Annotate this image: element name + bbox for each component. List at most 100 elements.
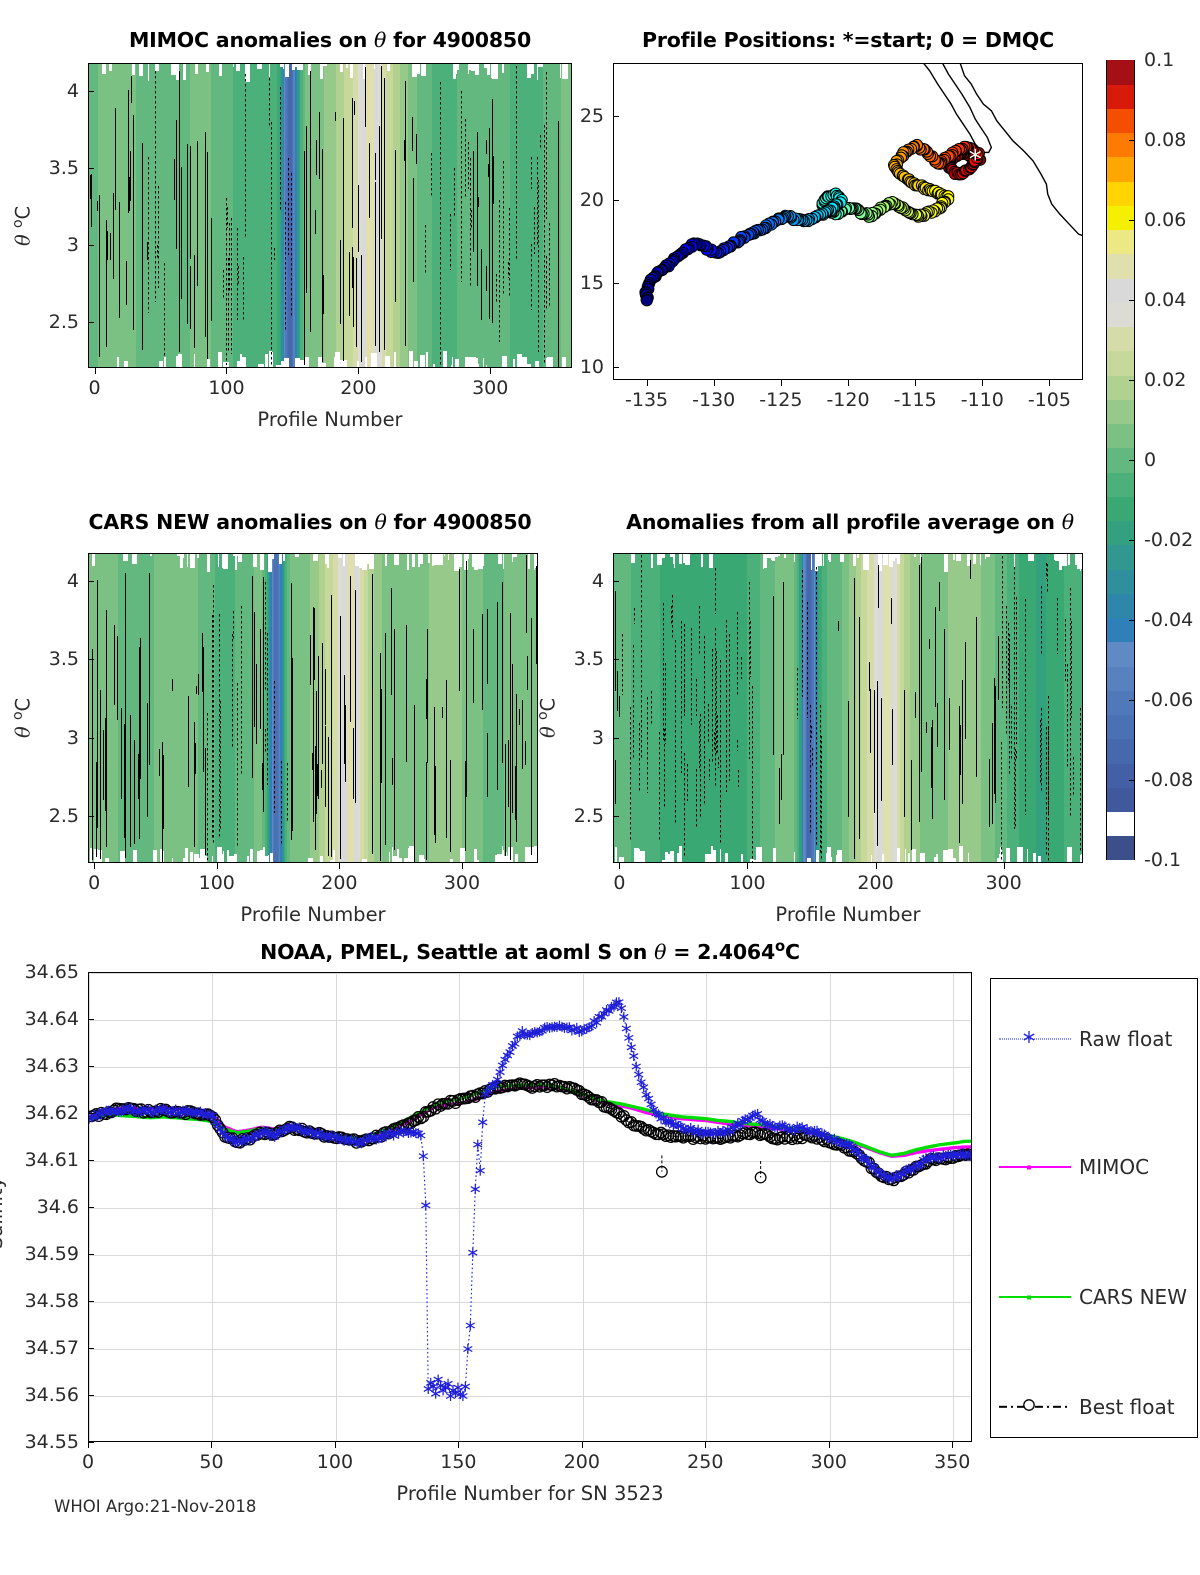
contour-column xyxy=(175,64,178,367)
contour-column xyxy=(990,554,992,862)
contour-column xyxy=(359,554,361,862)
missing-data-notch xyxy=(495,854,497,862)
contour-column xyxy=(877,554,880,862)
contour-column xyxy=(529,64,532,367)
contour-column xyxy=(486,554,489,862)
contour-column xyxy=(692,554,695,862)
x-tick-label: 150 xyxy=(440,1451,477,1473)
legend-item-best-float: Best float xyxy=(991,1392,1197,1422)
contour-column xyxy=(816,554,819,862)
contour-line xyxy=(206,713,208,860)
contour-column xyxy=(415,554,418,862)
contour-column xyxy=(875,554,878,862)
missing-data-notch xyxy=(709,554,714,568)
missing-data-notch xyxy=(1013,554,1015,570)
contour-column xyxy=(339,554,341,862)
y-tick-label: 4 xyxy=(66,79,79,102)
contour-column xyxy=(808,554,811,862)
legend-marker-dot-icon xyxy=(1024,1288,1034,1307)
contour-line xyxy=(512,664,514,814)
contour-column xyxy=(414,64,417,367)
contour-column xyxy=(406,64,409,367)
contour-column xyxy=(651,554,654,862)
contour-column xyxy=(352,554,355,862)
contour-column xyxy=(516,64,519,367)
contour-column xyxy=(1077,554,1080,862)
contour-column xyxy=(127,554,130,862)
contour-line xyxy=(123,723,125,838)
contour-column xyxy=(261,64,264,367)
contour-line xyxy=(405,657,407,763)
contour-column xyxy=(152,64,155,367)
contour-column xyxy=(265,554,268,862)
contour-column xyxy=(795,554,798,862)
contour-column xyxy=(145,554,148,862)
missing-data-notch xyxy=(280,554,282,564)
contour-column xyxy=(398,64,401,367)
contour-column xyxy=(736,554,739,862)
contour-line xyxy=(96,579,98,829)
contour-line xyxy=(920,556,922,773)
missing-data-notch xyxy=(207,359,210,367)
contour-column xyxy=(122,554,125,862)
contour-column xyxy=(647,554,650,862)
contour-line xyxy=(672,595,674,640)
contour-line xyxy=(270,121,272,367)
contour-column xyxy=(437,64,440,367)
x-tick-label: -115 xyxy=(893,389,937,411)
x-tick-label: 0 xyxy=(88,377,101,399)
contour-line xyxy=(343,674,345,765)
x-tick-label: -135 xyxy=(625,389,669,411)
contour-line xyxy=(492,156,494,205)
raw-float-marker xyxy=(416,1130,426,1141)
contour-column xyxy=(375,64,378,367)
contour-column xyxy=(775,554,778,862)
contour-column xyxy=(214,554,216,862)
contour-column xyxy=(207,64,210,367)
contour-column xyxy=(259,64,262,367)
contour-column xyxy=(121,554,124,862)
missing-data-notch xyxy=(474,554,478,570)
contour-column xyxy=(1081,554,1082,862)
contour-column xyxy=(1063,554,1066,862)
contour-column xyxy=(824,554,827,862)
contour-line xyxy=(303,202,305,365)
missing-data-notch xyxy=(232,64,235,68)
start-marker: * xyxy=(969,145,982,175)
contour-column xyxy=(225,554,228,862)
contour-column xyxy=(106,554,109,862)
contour-line xyxy=(90,174,92,228)
x-tick-label: -130 xyxy=(692,389,736,411)
contour-column xyxy=(507,64,510,367)
gridline-vertical xyxy=(953,973,955,1441)
contour-column xyxy=(276,554,279,862)
missing-data-notch xyxy=(871,854,873,862)
contour-column xyxy=(476,554,479,862)
contour-column xyxy=(191,64,194,367)
contour-column xyxy=(935,554,938,862)
contour-column xyxy=(1052,554,1055,862)
x-tick-label: 300 xyxy=(443,872,481,894)
colorbar-segment xyxy=(1107,229,1134,255)
y-tick-label: 34.62 xyxy=(24,1102,79,1124)
contour-column xyxy=(142,64,145,367)
contour-line xyxy=(936,703,938,747)
contour-line xyxy=(425,224,427,273)
contour-column xyxy=(807,554,810,862)
contour-column xyxy=(684,554,687,862)
contour-column xyxy=(325,64,328,367)
contour-column xyxy=(839,554,842,862)
salinity-series-canvas xyxy=(89,997,971,1401)
contour-column xyxy=(973,554,976,862)
contour-column xyxy=(275,554,278,862)
missing-data-notch xyxy=(414,361,419,367)
contour-column xyxy=(1012,554,1015,862)
contour-line xyxy=(495,273,497,304)
contour-column xyxy=(419,554,421,862)
contour-column xyxy=(970,554,973,862)
missing-data-notch xyxy=(411,554,416,568)
contour-column xyxy=(155,554,158,862)
contour-column xyxy=(526,554,529,862)
contour-column xyxy=(659,554,662,862)
contour-column xyxy=(175,554,178,862)
